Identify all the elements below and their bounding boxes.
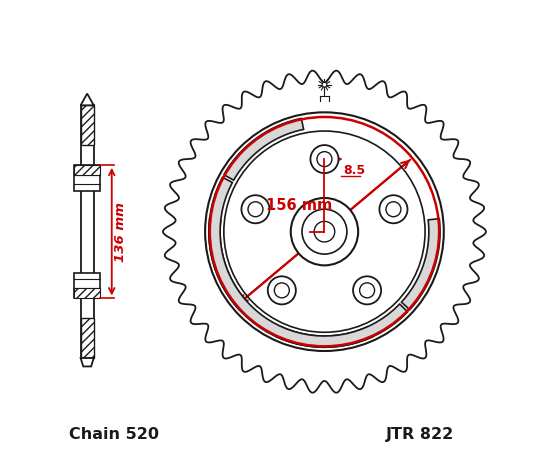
- Bar: [74, 165, 100, 190]
- Circle shape: [241, 195, 269, 223]
- Circle shape: [248, 202, 263, 217]
- Text: 136 mm: 136 mm: [114, 202, 127, 262]
- Polygon shape: [209, 219, 248, 310]
- Polygon shape: [81, 94, 94, 105]
- Polygon shape: [224, 118, 304, 180]
- Text: Chain 520: Chain 520: [69, 427, 159, 442]
- Text: JTR 822: JTR 822: [386, 427, 455, 442]
- Bar: [74, 288, 100, 299]
- Circle shape: [310, 145, 338, 173]
- Bar: [74, 272, 100, 299]
- Circle shape: [380, 195, 408, 223]
- Polygon shape: [277, 327, 372, 347]
- Polygon shape: [402, 219, 440, 310]
- Circle shape: [268, 276, 296, 304]
- Circle shape: [322, 82, 327, 87]
- Bar: [81, 105, 94, 358]
- Circle shape: [302, 209, 347, 254]
- Bar: [74, 165, 100, 175]
- Bar: [81, 105, 94, 145]
- Bar: [81, 318, 94, 358]
- Circle shape: [314, 221, 335, 242]
- Circle shape: [291, 198, 358, 265]
- Circle shape: [317, 152, 332, 167]
- Circle shape: [360, 283, 375, 298]
- Polygon shape: [81, 358, 94, 366]
- Circle shape: [386, 202, 401, 217]
- Polygon shape: [209, 177, 408, 347]
- Circle shape: [353, 276, 381, 304]
- Text: 8.5: 8.5: [343, 164, 365, 177]
- Polygon shape: [163, 71, 486, 393]
- Text: 156 mm: 156 mm: [265, 198, 332, 213]
- Circle shape: [274, 283, 290, 298]
